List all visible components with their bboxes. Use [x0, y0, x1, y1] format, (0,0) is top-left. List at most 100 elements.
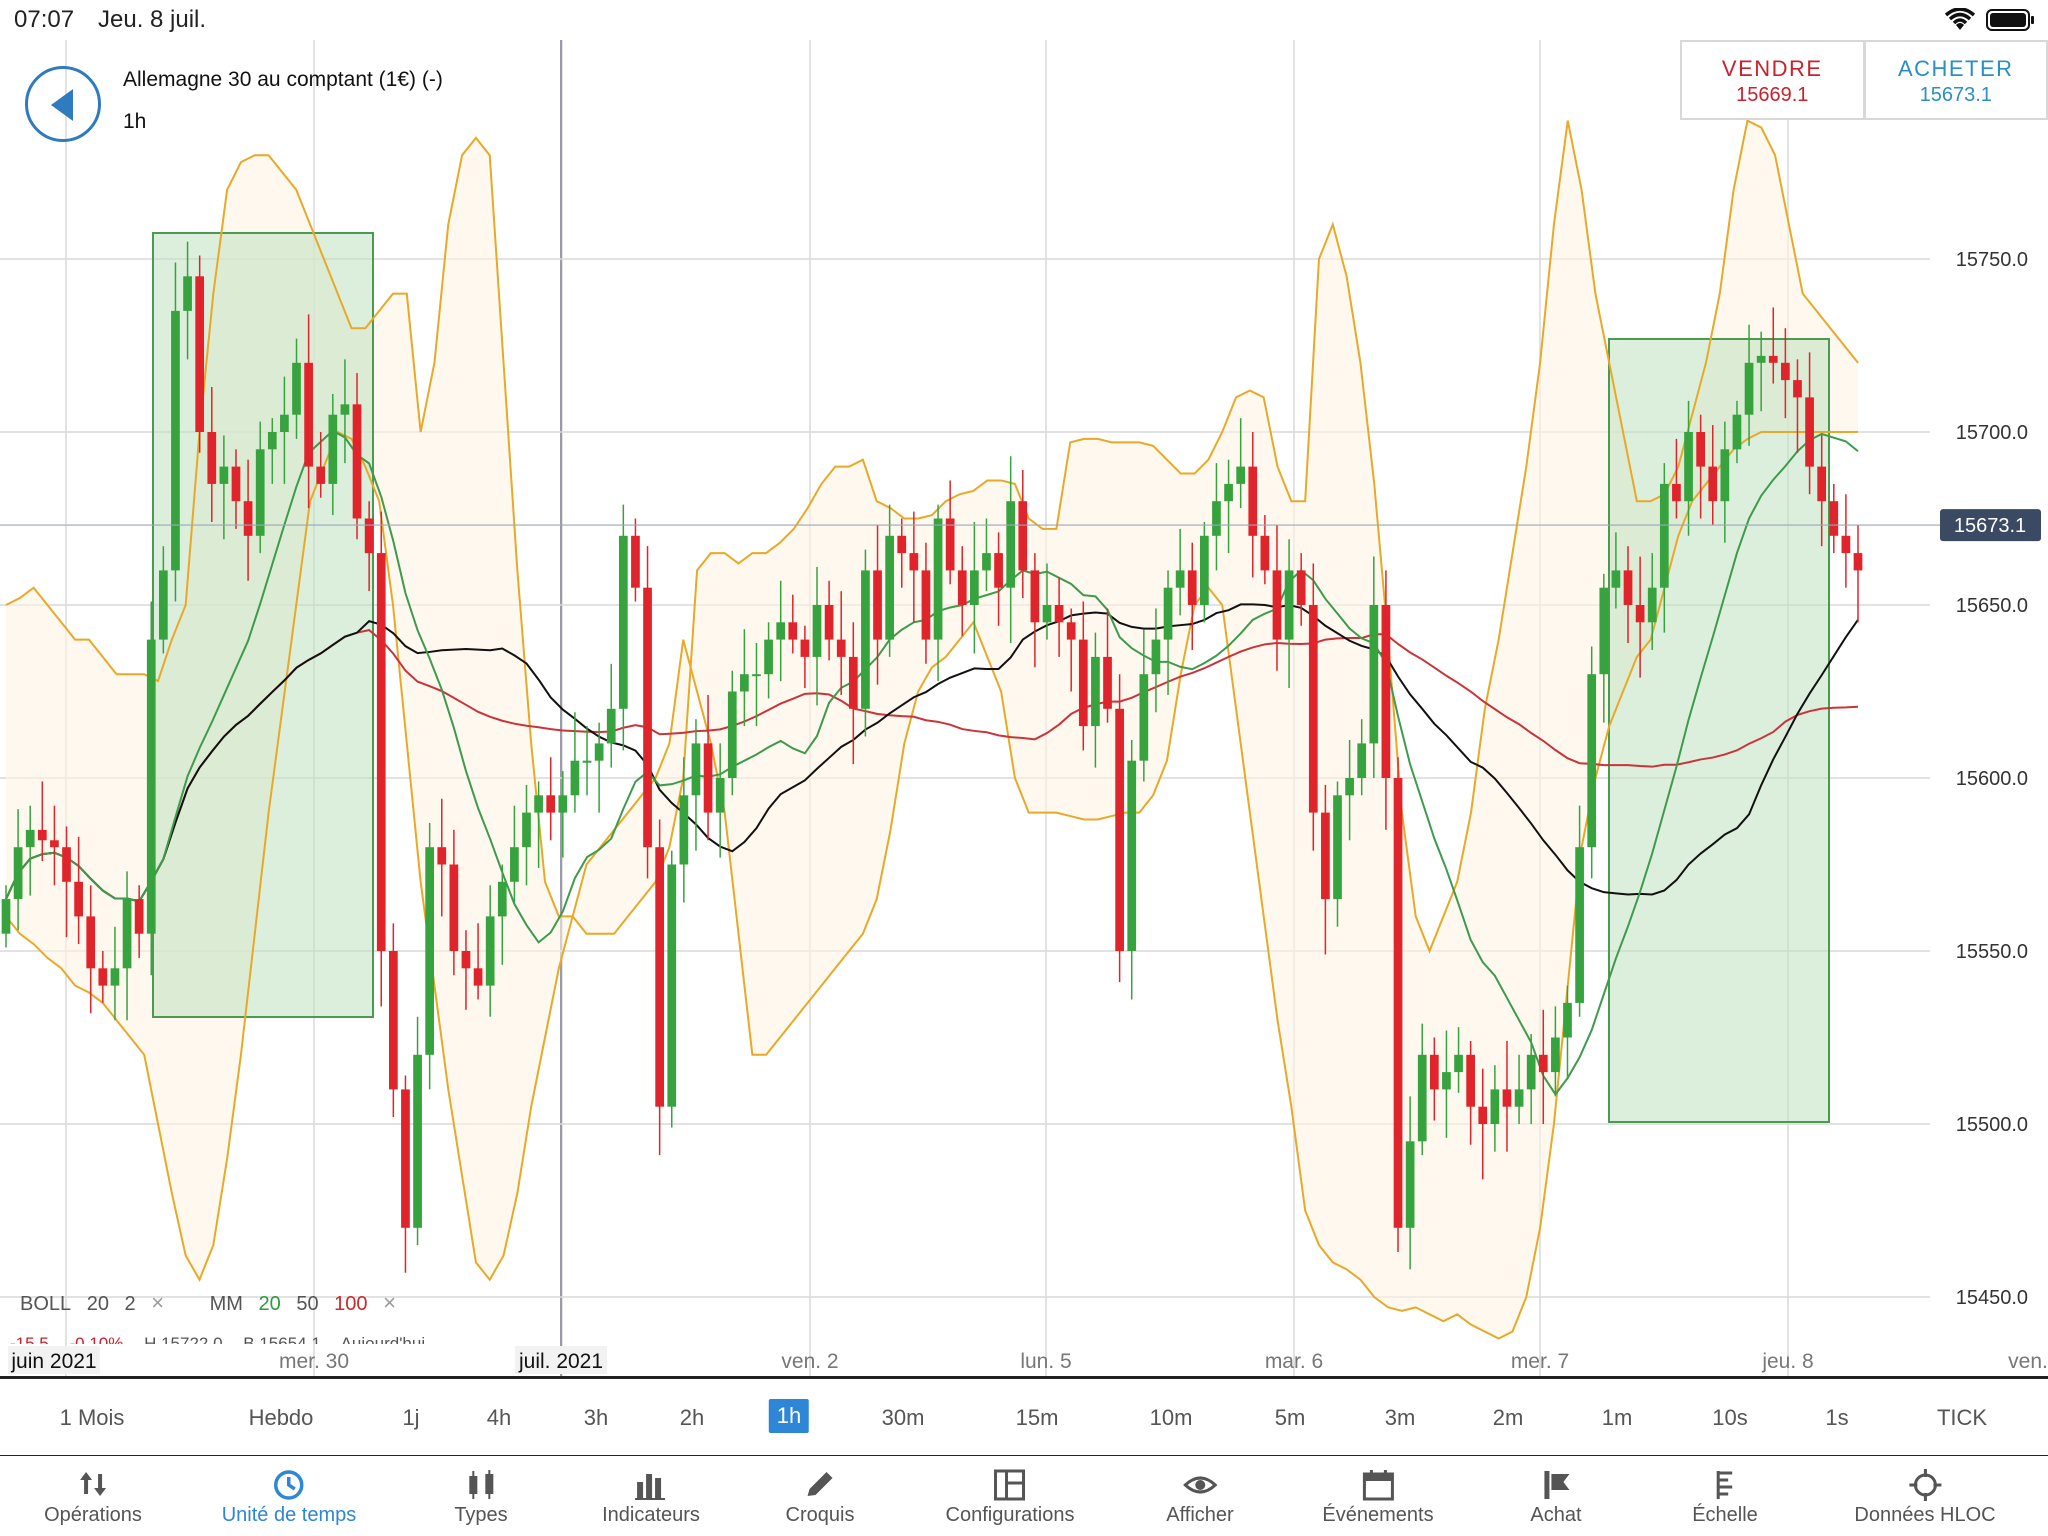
candle-body — [1720, 449, 1730, 502]
candle — [982, 518, 991, 592]
candle-body — [461, 951, 471, 969]
candle — [861, 549, 870, 737]
toolbar-layout-button[interactable]: Configurations — [946, 1456, 1074, 1536]
candle-body — [1417, 1054, 1427, 1142]
timeframe-1h[interactable]: 1h — [768, 1399, 810, 1433]
candle — [219, 435, 229, 540]
toolbar-bar-chart-button[interactable]: Indicateurs — [602, 1456, 700, 1536]
ohlc-summary: -15.5 -0.10% H 15722.0 B 15654.1 Aujourd… — [10, 1330, 530, 1344]
candle-body — [1563, 1002, 1572, 1038]
candle — [1514, 1054, 1524, 1124]
buy-button[interactable]: ACHETER 15673.1 — [1864, 40, 2048, 120]
candle — [86, 885, 96, 1014]
toolbar-sort-arrows-button[interactable]: Opérations — [44, 1456, 142, 1536]
toolbar-pencil-button[interactable]: Croquis — [786, 1456, 854, 1536]
ma-50-line — [5, 603, 1859, 903]
candle — [800, 625, 810, 689]
candle — [146, 601, 156, 976]
candle — [1575, 805, 1584, 1017]
timeframe-2m[interactable]: 2m — [1492, 1405, 1524, 1430]
back-button[interactable] — [25, 66, 101, 142]
timeframe-5m[interactable]: 5m — [1274, 1405, 1306, 1430]
ohlc-low: B 15654.1 — [243, 1334, 321, 1344]
candle-body — [776, 622, 786, 640]
sell-button[interactable]: VENDRE 15669.1 — [1680, 40, 1865, 120]
timeframe-3h[interactable]: 3h — [583, 1405, 609, 1430]
candle — [1345, 739, 1354, 841]
candle — [376, 511, 386, 1007]
candle — [740, 629, 749, 727]
candle-body — [1308, 605, 1318, 813]
candle — [1369, 556, 1379, 778]
remove-mm-icon[interactable]: × — [383, 1290, 396, 1315]
candle-body — [1139, 674, 1149, 761]
candle — [1236, 418, 1246, 509]
x-label-background — [8, 1346, 100, 1374]
candle-body — [643, 587, 652, 848]
candle-body — [1587, 674, 1597, 848]
timeframe-1j[interactable]: 1j — [402, 1405, 420, 1430]
mm-label[interactable]: MM — [209, 1293, 243, 1315]
candle — [1587, 646, 1597, 879]
candle — [1599, 573, 1609, 723]
toolbar-candlestick-button[interactable]: Types — [454, 1456, 508, 1536]
candle-body — [1659, 483, 1669, 588]
timeframe-tick[interactable]: TICK — [1936, 1405, 1988, 1430]
y-tick-label: 15550.0 — [1956, 941, 2028, 963]
candle-body — [970, 570, 979, 605]
candle-body — [1212, 501, 1221, 536]
toolbar-calendar-button[interactable]: Événements — [1322, 1456, 1434, 1536]
toolbar-scale-button[interactable]: Échelle — [1692, 1456, 1758, 1536]
timeframe-1m[interactable]: 1m — [1601, 1405, 1633, 1430]
candle-body — [352, 404, 362, 519]
candle — [1333, 781, 1342, 927]
candle — [1187, 542, 1197, 650]
candle — [921, 542, 931, 664]
candle — [691, 719, 701, 851]
timeframe-15m[interactable]: 15m — [1015, 1405, 1059, 1430]
candle — [171, 262, 180, 602]
candle-body — [1393, 778, 1403, 1228]
candle-body — [304, 362, 313, 467]
candle — [1442, 1030, 1451, 1138]
timeframe-3m[interactable]: 3m — [1384, 1405, 1416, 1430]
instrument-title: Allemagne 30 au comptant (1€) (-) — [123, 68, 443, 91]
timeframe-hebdo[interactable]: Hebdo — [248, 1405, 314, 1430]
timeframe-1s[interactable]: 1s — [1825, 1405, 1849, 1430]
timeframe-10s[interactable]: 10s — [1712, 1405, 1748, 1430]
candle — [183, 241, 192, 360]
candle — [570, 712, 580, 813]
timeframe-4h[interactable]: 4h — [486, 1405, 512, 1430]
price-chart[interactable]: 15673.1 15750.0 15700.0 15650.0 15600.0 15550… — [0, 40, 2048, 1378]
candle — [122, 871, 132, 1021]
boll-label[interactable]: BOLL — [20, 1293, 72, 1315]
candle-body — [1514, 1089, 1524, 1107]
toolbar-clock-button[interactable]: Unité de temps — [222, 1456, 356, 1536]
toolbar-crosshair-button[interactable]: Données HLOC — [1854, 1456, 1996, 1536]
candle-body — [1466, 1054, 1476, 1107]
scale-icon — [1716, 1471, 1732, 1499]
candle — [1478, 1068, 1488, 1180]
crosshair-icon — [1909, 1469, 1941, 1501]
timeframe-10m[interactable]: 10m — [1149, 1405, 1193, 1430]
candle — [764, 622, 773, 699]
candle-body — [812, 605, 822, 657]
mm-period-100: 100 — [334, 1293, 368, 1315]
toolbar-flag-button[interactable]: Achat — [1530, 1456, 1582, 1536]
candle-body — [86, 916, 96, 969]
candle-body — [1575, 847, 1584, 1003]
toolbar-eye-button[interactable]: Afficher — [1166, 1456, 1234, 1536]
timeframe-1-mois[interactable]: 1 Mois — [59, 1405, 125, 1430]
timeframe-30m[interactable]: 30m — [881, 1405, 925, 1430]
candle — [1817, 435, 1827, 547]
candle-body — [1066, 622, 1076, 640]
candle — [485, 885, 495, 1017]
candle — [401, 1075, 410, 1273]
timeframe-2h[interactable]: 2h — [679, 1405, 705, 1430]
remove-boll-icon[interactable]: × — [151, 1290, 165, 1315]
candle — [74, 836, 83, 945]
candle-body — [25, 829, 35, 848]
toolbar-label: Achat — [1530, 1504, 1582, 1526]
layout-icon — [994, 1469, 1026, 1501]
mm-period-20: 20 — [258, 1293, 281, 1315]
